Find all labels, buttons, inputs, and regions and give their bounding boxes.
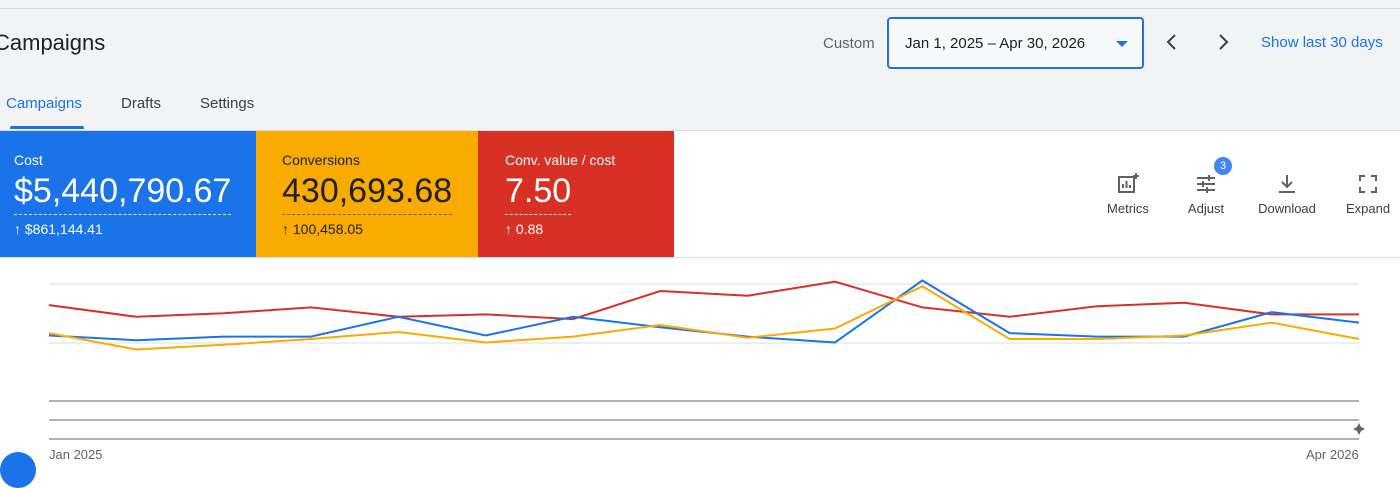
scorecard-label: Conv. value / cost [505, 152, 616, 168]
expand-button[interactable]: Expand [1328, 172, 1400, 216]
scorecard-conversions[interactable]: Conversions 430,693.68 ↑ 100,458.05 [256, 131, 478, 257]
download-button[interactable]: Download [1247, 172, 1327, 216]
scorecard-delta: ↑ 100,458.05 [282, 221, 363, 237]
floating-action-button[interactable] [0, 452, 36, 488]
divider [0, 257, 1400, 258]
tab-campaigns[interactable]: Campaigns [6, 95, 82, 112]
divider [0, 130, 1400, 131]
expand-label: Expand [1345, 201, 1391, 216]
tab-settings[interactable]: Settings [200, 95, 255, 112]
chevron-left-icon [1166, 34, 1176, 50]
adjust-label: Adjust [1187, 201, 1225, 216]
divider [0, 8, 1400, 9]
date-range-dropdown[interactable]: Jan 1, 2025 – Apr 30, 2026 [887, 17, 1144, 69]
scorecard-delta: ↑ $861,144.41 [14, 221, 103, 237]
download-icon [1279, 175, 1295, 193]
performance-chart [48, 279, 1365, 440]
scorecard-cost[interactable]: Cost $5,440,790.67 ↑ $861,144.41 [0, 131, 256, 257]
metrics-icon [1118, 173, 1139, 193]
scorecard-value: 430,693.68 [282, 172, 453, 215]
show-last-30-days-link[interactable]: Show last 30 days [1261, 34, 1383, 51]
chart-series [48, 279, 1360, 351]
scorecard-conv-value-per-cost[interactable]: Conv. value / cost 7.50 ↑ 0.88 [478, 131, 674, 257]
tab-drafts[interactable]: Drafts [121, 95, 162, 112]
x-axis-start-label: Jan 2025 [49, 447, 103, 462]
x-axis-end-label: Apr 2026 [1306, 447, 1359, 462]
caret-down-icon [1116, 41, 1128, 47]
series-line-0 [48, 280, 1359, 321]
previous-period-button[interactable] [1160, 30, 1184, 54]
date-range-text: Jan 1, 2025 – Apr 30, 2026 [905, 35, 1086, 52]
header-band [0, 0, 1400, 131]
tune-icon [1197, 175, 1215, 193]
scorecard-label: Conversions [282, 152, 360, 168]
metrics-label: Metrics [1107, 201, 1149, 216]
next-period-button[interactable] [1211, 30, 1235, 54]
metrics-button[interactable]: Metrics [1088, 172, 1168, 216]
scorecard-delta: ↑ 0.88 [505, 221, 544, 237]
adjust-button[interactable]: Adjust [1166, 172, 1246, 216]
date-range-type-label: Custom [823, 35, 875, 52]
page-title: Campaigns [0, 30, 106, 55]
adjust-count-badge: 3 [1214, 157, 1232, 175]
series-line-2 [48, 285, 1360, 351]
fullscreen-icon [1359, 175, 1377, 193]
scorecard-label: Cost [14, 152, 43, 168]
sparkle-icon [1353, 423, 1365, 435]
download-label: Download [1258, 201, 1316, 216]
chart-gridlines [49, 283, 1359, 440]
active-tab-indicator [10, 126, 84, 129]
scorecard-value: $5,440,790.67 [14, 172, 232, 215]
scorecard-value: 7.50 [505, 172, 572, 215]
chevron-right-icon [1219, 34, 1229, 50]
